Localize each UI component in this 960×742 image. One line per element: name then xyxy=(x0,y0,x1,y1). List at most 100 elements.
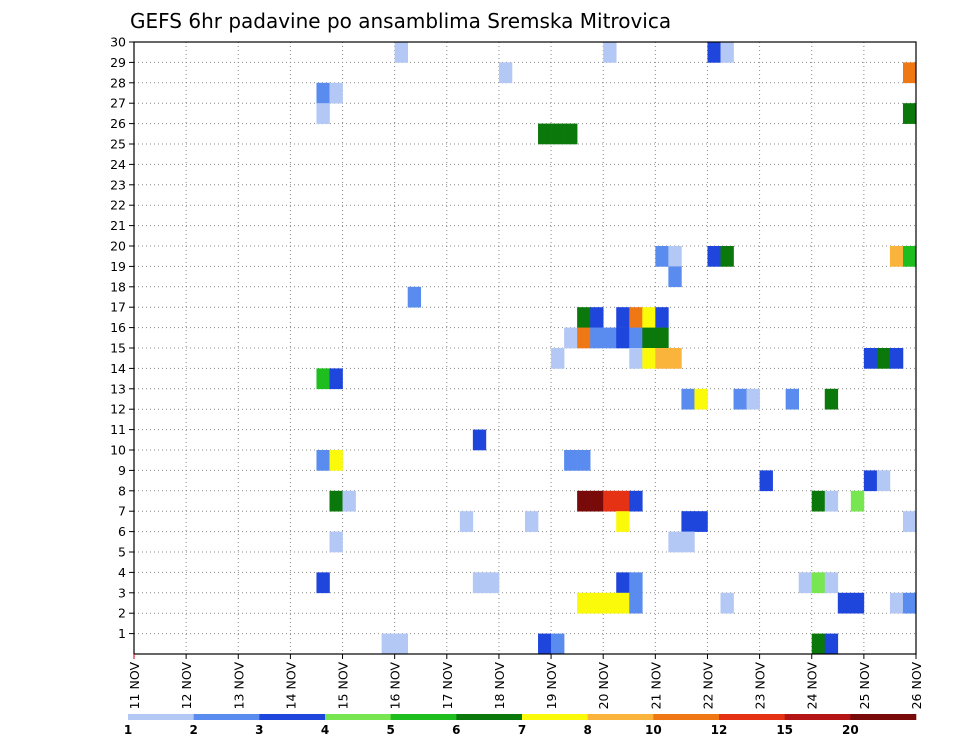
x-tick-label: 24 NOV xyxy=(805,662,820,710)
x-tick-label: 11 NOV xyxy=(127,662,142,710)
precip-cell xyxy=(707,246,721,267)
precip-cell xyxy=(668,531,682,553)
precip-cell xyxy=(551,633,565,655)
precip-cell xyxy=(603,490,617,512)
precip-cell xyxy=(603,327,617,349)
y-tick-label: 25 xyxy=(110,137,126,152)
precip-cell xyxy=(746,388,760,410)
precip-cell xyxy=(472,572,487,594)
precip-cell xyxy=(564,327,578,349)
y-tick-label: 8 xyxy=(118,483,126,498)
precip-cell xyxy=(824,572,839,594)
legend-label: 1 xyxy=(124,723,132,737)
legend-swatch xyxy=(587,714,654,720)
legend-swatch xyxy=(193,714,260,720)
precip-cell xyxy=(785,388,799,410)
y-tick-label: 23 xyxy=(110,177,126,192)
precip-cell xyxy=(394,633,408,655)
precip-cell xyxy=(681,511,695,532)
color-legend: 1 2 3 4 5 6 7 8 10 12 15 20 xyxy=(124,714,917,737)
x-tick-label: 17 NOV xyxy=(440,662,455,710)
legend-swatch xyxy=(456,714,523,720)
precipitation-cells xyxy=(316,42,917,655)
precip-cell xyxy=(616,490,630,512)
precip-cell xyxy=(824,633,839,655)
precip-cell xyxy=(316,103,330,124)
precip-cell xyxy=(551,348,565,369)
precip-cell xyxy=(538,123,552,145)
precip-cell xyxy=(655,246,669,267)
legend-swatch xyxy=(390,714,457,720)
precip-cell xyxy=(629,327,643,349)
legend-label: 5 xyxy=(386,723,394,737)
precip-cell xyxy=(642,307,656,328)
x-tick-label: 25 NOV xyxy=(857,662,872,710)
precip-cell xyxy=(902,592,917,614)
y-tick-label: 13 xyxy=(110,381,126,396)
legend-label: 6 xyxy=(452,723,460,737)
precip-cell xyxy=(329,368,343,390)
precip-cell xyxy=(798,572,813,594)
precip-cell xyxy=(707,42,721,63)
y-tick-label: 5 xyxy=(118,545,126,560)
y-tick-label: 22 xyxy=(110,198,126,213)
precip-cell xyxy=(316,368,330,390)
x-tick-label: 19 NOV xyxy=(544,662,559,710)
precip-cell xyxy=(472,429,487,451)
y-tick-label: 27 xyxy=(110,96,126,111)
precip-cell xyxy=(720,42,734,63)
precip-cell xyxy=(590,327,604,349)
precip-cell xyxy=(863,470,878,492)
x-tick-label: 16 NOV xyxy=(388,662,403,710)
y-tick-label: 12 xyxy=(110,402,126,417)
precip-cell xyxy=(329,82,343,104)
precip-cell xyxy=(577,450,591,471)
precip-cell xyxy=(694,511,708,532)
precip-cell xyxy=(590,490,604,512)
legend-label: 12 xyxy=(711,723,728,737)
precip-cell xyxy=(538,633,552,655)
y-tick-label: 21 xyxy=(110,218,126,233)
legend-swatch xyxy=(522,714,588,720)
precip-cell xyxy=(902,62,917,84)
y-tick-label: 14 xyxy=(110,361,126,376)
precip-cell xyxy=(551,123,565,145)
precip-cell xyxy=(824,490,839,512)
precip-cell xyxy=(902,246,917,267)
precip-cell xyxy=(629,592,643,614)
precip-cell xyxy=(616,511,630,532)
y-tick-label: 4 xyxy=(118,565,126,580)
y-tick-label: 19 xyxy=(110,259,126,274)
legend-label: 15 xyxy=(776,723,793,737)
precip-cell xyxy=(642,327,656,349)
precip-cell xyxy=(616,592,630,614)
x-tick-label: 14 NOV xyxy=(283,662,298,710)
legend-label: 8 xyxy=(583,723,591,737)
precip-cell xyxy=(642,348,656,369)
precip-cell xyxy=(889,246,904,267)
precip-cell xyxy=(394,42,408,63)
precip-cell xyxy=(629,307,643,328)
precip-cell xyxy=(316,82,330,104)
precip-cell xyxy=(668,246,682,267)
y-tick-label: 26 xyxy=(110,116,126,131)
precip-cell xyxy=(811,633,826,655)
legend-label: 4 xyxy=(321,723,329,737)
legend-swatch xyxy=(128,714,194,720)
precip-cell xyxy=(655,307,669,328)
legend-swatch xyxy=(719,714,785,720)
y-tick-label: 6 xyxy=(118,524,126,539)
precip-cell xyxy=(811,572,826,594)
precip-cell xyxy=(603,592,617,614)
legend-label: 20 xyxy=(842,723,859,737)
precip-cell xyxy=(616,327,630,349)
precip-cell xyxy=(525,511,539,532)
precip-cell xyxy=(850,592,865,614)
precip-cell xyxy=(564,123,578,145)
x-tick-label: 21 NOV xyxy=(648,662,663,710)
y-tick-label: 1 xyxy=(118,626,126,641)
legend-swatch xyxy=(850,714,917,720)
precip-cell xyxy=(577,490,591,512)
x-axis-ticks: 11 NOV 12 NOV 13 NOV 14 NOV 15 NOV 16 NOV 17 N… xyxy=(127,654,924,709)
